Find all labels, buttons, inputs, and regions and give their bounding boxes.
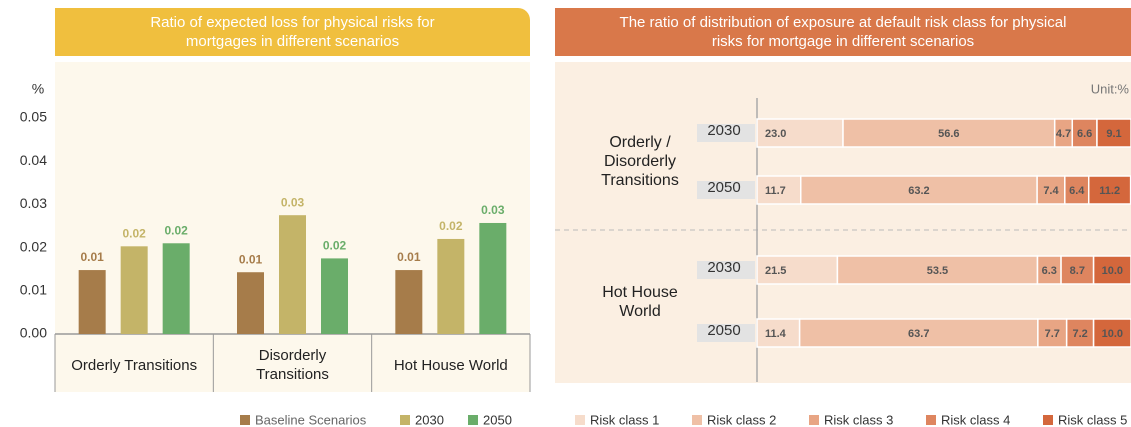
bar-segment <box>1087 175 1131 205</box>
legend-label: 2030 <box>415 412 444 427</box>
value-label: 8.7 <box>1070 265 1085 277</box>
legend-label: Baseline Scenarios <box>255 412 367 427</box>
x-tick-label: Hot House World <box>393 356 508 374</box>
value-label: 23.0 <box>765 128 786 140</box>
value-label: 11.7 <box>765 185 786 197</box>
y-tick-label: 2030 <box>707 122 740 139</box>
bar <box>321 258 348 334</box>
left-header: Ratio of expected loss for physical risk… <box>55 8 530 56</box>
value-label: 63.7 <box>908 328 929 340</box>
value-label: 6.3 <box>1042 265 1057 277</box>
value-label: 11.4 <box>765 328 787 340</box>
bar-segment <box>1071 118 1098 148</box>
legend-label: Risk class 2 <box>707 412 776 427</box>
legend-swatch <box>926 415 936 425</box>
value-label: 0.03 <box>481 203 505 217</box>
bar-segment <box>756 118 844 148</box>
bar <box>479 222 507 334</box>
value-label: 0.03 <box>281 195 305 209</box>
value-label: 0.02 <box>122 226 146 240</box>
bar-segment <box>1037 318 1068 348</box>
y-tick-label: 2050 <box>707 179 740 196</box>
value-label: 0.01 <box>239 252 263 266</box>
y-axis-label: % <box>32 81 44 97</box>
bar-segment <box>800 175 1038 205</box>
y-tick-label: 0.04 <box>20 152 47 168</box>
bar <box>120 246 148 334</box>
y-tick-label: 2050 <box>707 322 740 339</box>
legend-swatch <box>809 415 819 425</box>
value-label: 7.4 <box>1043 185 1059 197</box>
year-label-box <box>697 261 755 279</box>
value-label: 7.7 <box>1045 328 1060 340</box>
year-label-box <box>697 324 755 342</box>
bar-segment <box>842 118 1056 148</box>
y-tick-label: 0.01 <box>20 282 47 298</box>
legend-label: 2050 <box>483 412 512 427</box>
legend-swatch <box>468 415 478 425</box>
bar-segment <box>756 175 802 205</box>
legend-swatch <box>575 415 585 425</box>
x-tick-label: Orderly Transitions <box>71 356 198 374</box>
legend-swatch <box>240 415 250 425</box>
y-tick-label: 0.03 <box>20 195 47 211</box>
bar-segment <box>756 255 839 285</box>
group-label: Hot House World <box>602 283 678 320</box>
bar-segment <box>1096 118 1131 148</box>
bar <box>162 243 190 334</box>
bar-segment <box>836 255 1039 285</box>
legend-swatch <box>1043 415 1053 425</box>
bar-segment <box>1092 318 1131 348</box>
legend-label: Risk class 5 <box>1058 412 1127 427</box>
y-tick-label: 0.02 <box>20 238 47 254</box>
bar <box>78 270 106 334</box>
left-title: Ratio of expected loss for physical risk… <box>150 14 435 50</box>
bar-segment <box>798 318 1039 348</box>
legend-swatch <box>692 415 702 425</box>
value-label: 11.2 <box>1099 185 1120 197</box>
legend-label: Risk class 3 <box>824 412 893 427</box>
x-tick-label: Disorderly Transitions <box>256 347 329 383</box>
value-label: 53.5 <box>927 265 948 277</box>
legend-label: Risk class 4 <box>941 412 1010 427</box>
legend-label: Risk class 1 <box>590 412 659 427</box>
y-tick-label: 2030 <box>707 259 740 276</box>
value-label: 9.1 <box>1106 128 1121 140</box>
y-tick-label: 0.05 <box>20 109 47 125</box>
value-label: 0.02 <box>439 219 463 233</box>
value-label: 6.4 <box>1069 185 1085 197</box>
bar-segment <box>756 318 801 348</box>
value-label: 0.01 <box>80 250 104 264</box>
right-title: The ratio of distribution of exposure at… <box>619 14 1067 50</box>
year-label-box <box>697 124 755 142</box>
value-label: 56.6 <box>938 128 959 140</box>
value-label: 4.7 <box>1056 128 1071 140</box>
right-header: The ratio of distribution of exposure at… <box>555 8 1131 56</box>
bar <box>395 270 423 334</box>
bar-segment <box>1092 255 1131 285</box>
bar <box>279 215 306 334</box>
value-label: 63.2 <box>908 185 929 197</box>
year-label-box <box>697 181 755 199</box>
bar-segment <box>1065 318 1095 348</box>
value-label: 0.02 <box>323 239 347 253</box>
value-label: 0.02 <box>164 223 188 237</box>
value-label: 10.0 <box>1102 328 1123 340</box>
value-label: 10.0 <box>1102 265 1123 277</box>
value-label: 0.01 <box>397 250 421 264</box>
value-label: 6.6 <box>1077 128 1092 140</box>
bar <box>437 238 465 334</box>
value-label: 21.5 <box>765 265 786 277</box>
unit-label: Unit:% <box>1091 81 1130 96</box>
value-label: 7.2 <box>1072 328 1087 340</box>
bar <box>237 272 264 334</box>
legend-swatch <box>400 415 410 425</box>
y-tick-label: 0.00 <box>20 325 47 341</box>
group-label: Orderly / Disorderly Transitions <box>601 134 679 189</box>
